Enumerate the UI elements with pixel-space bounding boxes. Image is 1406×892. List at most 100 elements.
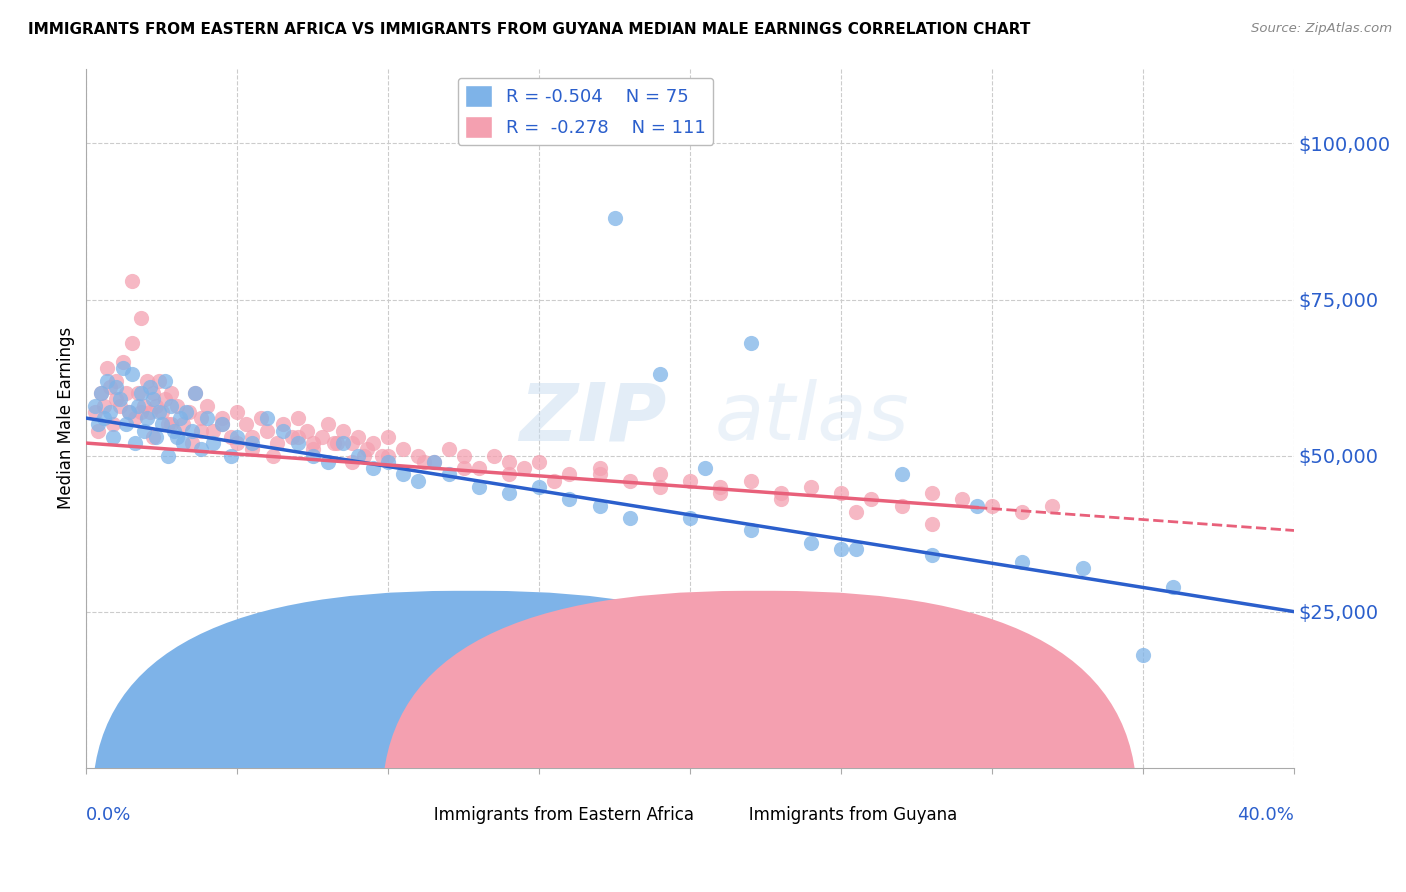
- Point: [280, 430, 302, 444]
- Point: [103, 417, 125, 432]
- Point: [513, 461, 536, 475]
- Point: [90, 386, 112, 401]
- Point: [163, 424, 186, 438]
- Point: [117, 405, 139, 419]
- Point: [266, 436, 288, 450]
- Point: [603, 211, 626, 226]
- Point: [332, 436, 354, 450]
- Point: [226, 430, 249, 444]
- Point: [202, 436, 225, 450]
- Point: [588, 461, 610, 475]
- Point: [108, 392, 131, 407]
- Point: [498, 486, 520, 500]
- Point: [195, 399, 218, 413]
- Point: [111, 361, 134, 376]
- Point: [250, 411, 273, 425]
- Point: [860, 492, 883, 507]
- Point: [995, 630, 1018, 644]
- Point: [271, 424, 294, 438]
- Point: [135, 374, 157, 388]
- Point: [127, 386, 149, 401]
- Point: [153, 374, 176, 388]
- Point: [226, 405, 249, 419]
- Point: [166, 430, 188, 444]
- Point: [347, 449, 370, 463]
- Point: [129, 311, 152, 326]
- Point: [145, 399, 167, 413]
- Point: [413, 455, 436, 469]
- Point: [377, 430, 399, 444]
- Point: [138, 380, 160, 394]
- Point: [240, 442, 263, 457]
- Point: [190, 411, 212, 425]
- Point: [96, 361, 118, 376]
- Text: atlas: atlas: [714, 379, 910, 457]
- Point: [1011, 555, 1033, 569]
- Point: [287, 436, 309, 450]
- Point: [769, 492, 792, 507]
- Point: [301, 442, 323, 457]
- Point: [190, 424, 212, 438]
- Point: [135, 411, 157, 425]
- Point: [148, 374, 170, 388]
- Point: [353, 449, 375, 463]
- Point: [322, 436, 344, 450]
- Point: [121, 368, 143, 382]
- Point: [800, 536, 823, 550]
- Point: [437, 442, 460, 457]
- Point: [800, 480, 823, 494]
- Y-axis label: Median Male Earnings: Median Male Earnings: [58, 327, 75, 509]
- Point: [468, 480, 491, 494]
- Point: [347, 430, 370, 444]
- Point: [890, 467, 912, 482]
- Point: [100, 405, 122, 419]
- Point: [377, 449, 399, 463]
- Point: [311, 430, 333, 444]
- Point: [184, 386, 207, 401]
- Point: [132, 399, 155, 413]
- Point: [129, 405, 152, 419]
- Point: [950, 492, 973, 507]
- Point: [392, 467, 415, 482]
- Point: [392, 442, 415, 457]
- Point: [100, 380, 122, 394]
- Point: [235, 417, 257, 432]
- Point: [166, 399, 188, 413]
- Point: [211, 417, 233, 432]
- Point: [679, 511, 702, 525]
- Point: [177, 405, 200, 419]
- Point: [142, 430, 165, 444]
- Point: [408, 449, 430, 463]
- Point: [121, 336, 143, 351]
- Point: [648, 467, 671, 482]
- Point: [422, 455, 444, 469]
- Point: [105, 392, 128, 407]
- Point: [90, 386, 112, 401]
- Point: [129, 386, 152, 401]
- Point: [195, 411, 218, 425]
- Point: [256, 424, 278, 438]
- Point: [172, 417, 194, 432]
- Point: [202, 424, 225, 438]
- Point: [1011, 505, 1033, 519]
- Point: [921, 486, 943, 500]
- Point: [453, 449, 475, 463]
- Point: [648, 368, 671, 382]
- Point: [287, 430, 309, 444]
- Point: [769, 486, 792, 500]
- Point: [142, 392, 165, 407]
- Point: [127, 399, 149, 413]
- Point: [830, 542, 852, 557]
- Point: [219, 449, 242, 463]
- Point: [150, 405, 173, 419]
- Point: [138, 405, 160, 419]
- Point: [332, 424, 354, 438]
- Point: [145, 430, 167, 444]
- Point: [377, 455, 399, 469]
- Point: [114, 386, 136, 401]
- Point: [169, 411, 191, 425]
- Point: [921, 517, 943, 532]
- Point: [740, 474, 762, 488]
- Point: [361, 436, 384, 450]
- Point: [142, 386, 165, 401]
